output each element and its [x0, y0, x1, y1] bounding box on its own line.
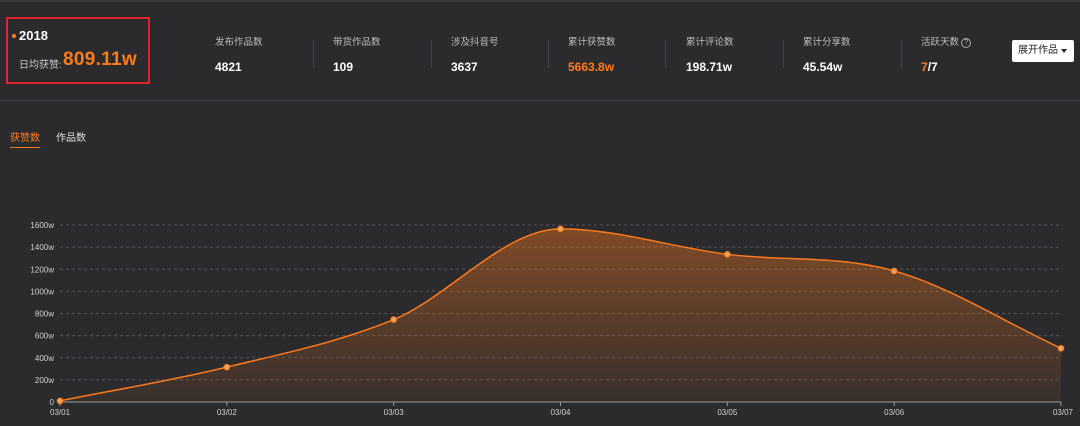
data-point[interactable]	[557, 225, 564, 233]
data-point[interactable]	[890, 267, 898, 275]
x-axis-labels: 03/01 03/02 03/03 03/04 03/05 03/06 03/07	[50, 408, 1074, 417]
stat-divider	[313, 40, 314, 68]
data-point[interactable]	[56, 397, 64, 405]
stat-value: 198.71w	[686, 60, 733, 74]
y-tick-label: 600w	[35, 332, 54, 341]
data-points	[56, 225, 1065, 405]
x-tick-label: 03/01	[50, 408, 71, 417]
stat-divider	[901, 40, 902, 68]
x-tick-label: 03/03	[384, 408, 405, 417]
x-tick-label: 03/04	[550, 408, 571, 417]
stat-commerce-works: 带货作品数 109	[333, 34, 381, 74]
y-tick-label: 800w	[35, 310, 54, 319]
y-tick-label: 1600w	[30, 221, 54, 230]
highlight-box: 2018 日均获赞: 809.11w	[6, 17, 150, 84]
stat-value: 5663.8w	[568, 60, 615, 74]
stat-divider	[548, 40, 549, 68]
x-tick-label: 03/07	[1053, 408, 1074, 417]
year-label: 2018	[19, 28, 48, 43]
likes-area-chart: 0 200w 400w 600w 800w 1000w 1200w 1400w 1600w 03…	[30, 221, 1074, 417]
y-tick-label: 1400w	[30, 243, 54, 252]
daily-average-label: 日均获赞:	[19, 60, 62, 71]
stat-label: 发布作品数	[215, 37, 263, 48]
year-bullet-icon	[12, 34, 16, 38]
x-tick-label: 03/02	[217, 408, 238, 417]
stat-total-comments: 累计评论数 198.71w	[686, 34, 734, 74]
data-point[interactable]	[1057, 345, 1065, 352]
section-divider	[0, 100, 1080, 101]
help-icon[interactable]: ?	[961, 38, 972, 48]
tab-works[interactable]: 作品数	[56, 133, 86, 144]
stat-accounts: 涉及抖音号 3637	[451, 34, 499, 74]
stat-label: 累计获赞数	[568, 37, 616, 48]
y-tick-label: 400w	[35, 354, 54, 363]
y-tick-label: 1200w	[30, 265, 54, 274]
stat-value: 109	[333, 60, 354, 74]
active-days-label: 活跃天数	[921, 37, 960, 48]
stat-label: 累计分享数	[803, 37, 851, 48]
stat-label: 累计评论数	[686, 37, 734, 48]
x-tick-label: 03/05	[717, 408, 738, 417]
data-point[interactable]	[390, 316, 397, 323]
tab-likes[interactable]: 获赞数	[10, 129, 40, 148]
stat-label: 活跃天数?	[921, 34, 972, 48]
stat-published-works: 发布作品数 4821	[215, 34, 263, 74]
x-axis-ticks	[59, 402, 1062, 406]
data-point[interactable]	[223, 363, 231, 371]
daily-average-value: 809.11w	[63, 49, 137, 70]
caret-down-icon	[1061, 49, 1067, 53]
stat-total-shares: 累计分享数 45.54w	[803, 34, 851, 74]
y-tick-label: 200w	[35, 376, 54, 385]
top-border	[0, 0, 1080, 2]
y-axis-labels: 0 200w 400w 600w 800w 1000w 1200w 1400w 1600w	[30, 221, 54, 407]
data-point[interactable]	[724, 251, 731, 258]
stat-total-likes: 累计获赞数 5663.8w	[568, 34, 616, 74]
stat-value: 7/7	[921, 60, 971, 74]
x-tick-label: 03/06	[884, 408, 905, 417]
stat-divider	[783, 40, 784, 68]
stat-value: 4821	[215, 60, 242, 74]
stat-label: 带货作品数	[333, 37, 381, 48]
stat-active-days: 活跃天数? 7/7	[921, 34, 972, 74]
expand-works-button[interactable]: 展开作品	[1012, 40, 1074, 62]
stat-value: 45.54w	[803, 60, 843, 74]
active-days-current: 7	[921, 60, 928, 74]
expand-works-label: 展开作品	[1018, 45, 1058, 56]
active-days-total: /7	[927, 60, 938, 74]
y-tick-label: 1000w	[30, 287, 54, 296]
stat-value: 3637	[451, 60, 478, 74]
stat-label: 涉及抖音号	[451, 37, 499, 48]
stat-divider	[431, 40, 432, 68]
y-tick-label: 0	[50, 398, 55, 407]
stat-divider	[665, 40, 666, 68]
series-area	[60, 228, 1061, 402]
